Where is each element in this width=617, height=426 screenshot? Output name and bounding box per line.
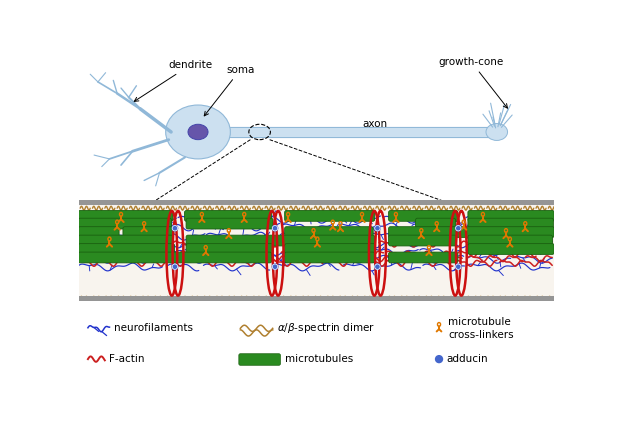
Ellipse shape — [166, 105, 230, 159]
FancyBboxPatch shape — [389, 235, 457, 246]
FancyBboxPatch shape — [186, 218, 273, 229]
Circle shape — [172, 225, 178, 231]
Circle shape — [455, 264, 461, 269]
Bar — [79, 296, 553, 301]
Text: F-actin: F-actin — [109, 354, 145, 364]
Circle shape — [375, 225, 380, 231]
FancyBboxPatch shape — [78, 252, 271, 263]
FancyBboxPatch shape — [186, 235, 375, 246]
Circle shape — [272, 264, 278, 269]
FancyBboxPatch shape — [468, 210, 554, 221]
Bar — [79, 205, 553, 301]
FancyBboxPatch shape — [389, 210, 458, 221]
FancyBboxPatch shape — [468, 235, 553, 246]
Text: growth-cone: growth-cone — [439, 57, 508, 108]
Ellipse shape — [188, 124, 208, 140]
FancyBboxPatch shape — [284, 210, 375, 221]
FancyBboxPatch shape — [184, 210, 271, 221]
Circle shape — [455, 225, 461, 231]
FancyBboxPatch shape — [78, 227, 119, 237]
FancyBboxPatch shape — [239, 354, 280, 365]
FancyBboxPatch shape — [415, 218, 455, 229]
Circle shape — [272, 225, 278, 231]
FancyBboxPatch shape — [284, 252, 375, 263]
Text: adducin: adducin — [447, 354, 488, 364]
FancyBboxPatch shape — [284, 244, 376, 254]
Text: microtubule
cross-linkers: microtubule cross-linkers — [449, 317, 514, 340]
FancyBboxPatch shape — [284, 227, 373, 237]
FancyBboxPatch shape — [123, 227, 173, 237]
Text: axon: axon — [363, 119, 387, 129]
Ellipse shape — [486, 124, 508, 141]
FancyBboxPatch shape — [78, 244, 175, 254]
Text: dendrite: dendrite — [135, 60, 212, 101]
FancyBboxPatch shape — [186, 244, 273, 254]
Text: $\alpha$/$\beta$-spectrin dimer: $\alpha$/$\beta$-spectrin dimer — [277, 321, 376, 335]
FancyBboxPatch shape — [468, 244, 554, 254]
FancyBboxPatch shape — [78, 218, 172, 229]
Circle shape — [436, 356, 442, 363]
Circle shape — [375, 264, 380, 269]
Text: microtubules: microtubules — [285, 354, 354, 364]
Text: neurofilaments: neurofilaments — [114, 323, 193, 333]
FancyBboxPatch shape — [468, 218, 553, 229]
Circle shape — [172, 264, 178, 269]
FancyBboxPatch shape — [389, 227, 554, 237]
FancyBboxPatch shape — [78, 235, 173, 246]
Text: soma: soma — [204, 65, 255, 116]
FancyBboxPatch shape — [78, 210, 173, 221]
FancyBboxPatch shape — [389, 252, 458, 263]
Bar — [79, 200, 553, 205]
